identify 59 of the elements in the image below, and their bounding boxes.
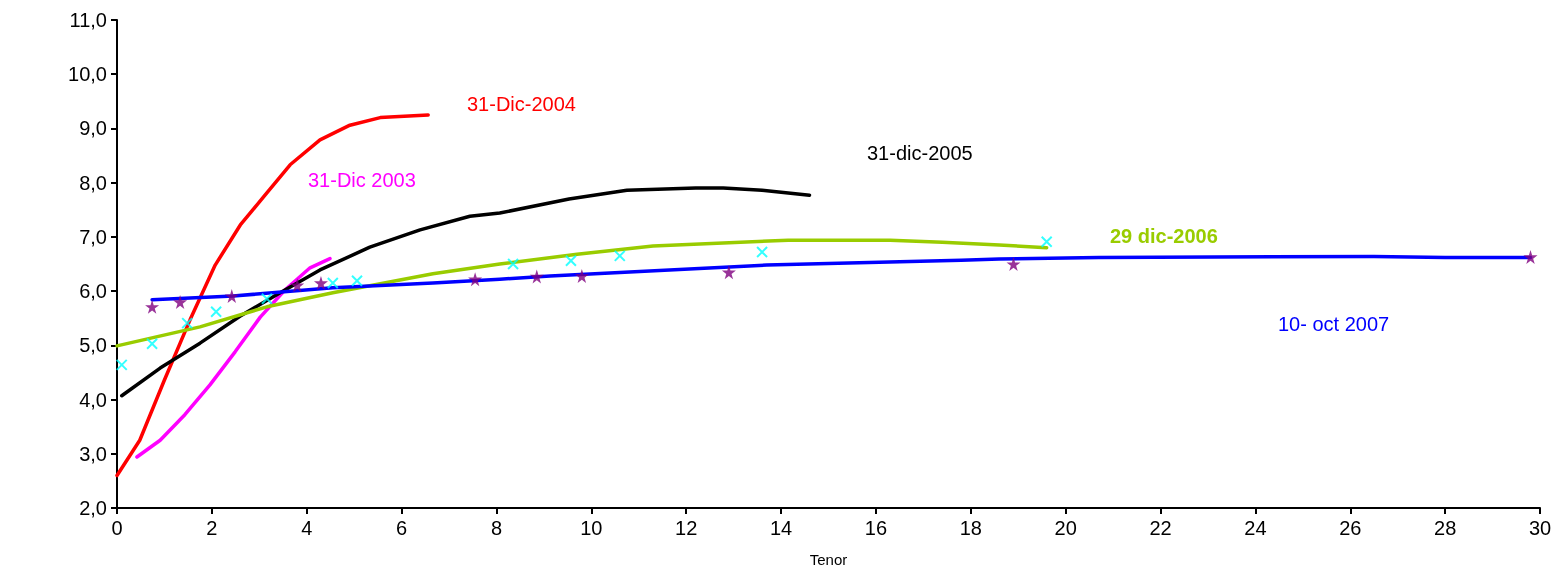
x-tick-label: 10 [580,517,603,539]
point [574,268,589,283]
point [146,337,159,350]
line-series [115,238,1049,348]
y-tick-label: 5,0 [79,334,107,357]
y-tick-label: 9,0 [79,117,107,140]
text: 31-dic-2005 [867,142,973,164]
point [756,246,769,259]
y-tick-label: 10,0 [68,63,107,86]
y-tick-label: 2,0 [79,497,107,519]
x-tick-label: 12 [675,517,698,539]
x-tick-label: 26 [1339,517,1362,539]
x-tick-label: 2 [206,517,218,539]
x-tick-label: 4 [301,517,313,539]
point [507,258,520,270]
point [351,274,364,287]
x-tick-label: 8 [490,517,503,539]
point [1006,257,1021,271]
x-tick-label: 16 [864,517,888,539]
point [290,278,305,293]
y-tick-label: 6,0 [79,280,107,303]
point [613,249,626,262]
point [326,276,339,289]
x-axis-title: Tenor [809,551,848,568]
x-tick-label: 28 [1434,517,1457,539]
point [224,288,239,303]
line-series [115,113,430,478]
point [115,358,128,371]
x-tick-label: 30 [1528,517,1552,539]
x-tick-label: 6 [396,517,408,539]
point [1523,249,1538,264]
point [173,294,188,309]
point [1040,235,1053,248]
x-tick-label: 18 [959,517,982,539]
x-tick-label: 20 [1054,517,1077,539]
point [181,317,194,330]
y-tick-label: 7,0 [79,225,107,248]
y-tick-label: 4,0 [79,388,107,411]
point [313,275,328,290]
x-tick-label: 24 [1244,517,1267,539]
x-tick-label: 14 [769,517,793,539]
point [564,254,577,267]
x-tick-label: 22 [1149,517,1172,539]
text: 31-Dic 2003 [308,169,416,191]
point [145,299,160,314]
point [529,269,544,284]
line-series [119,186,812,398]
point [210,305,223,318]
point [260,292,273,305]
line-series [135,256,332,459]
point [468,272,483,287]
y-tick-label: 3,0 [79,442,107,465]
text: 10- oct 2007 [1278,313,1390,335]
series-label: 31-Dic-2004 [467,93,576,115]
y-tick-label: 8,0 [79,171,107,194]
x-tick-label: 0 [111,517,123,539]
point [721,265,736,280]
text: 29 dic-2006 [1110,225,1218,247]
y-tick-label: 11,0 [69,9,107,31]
